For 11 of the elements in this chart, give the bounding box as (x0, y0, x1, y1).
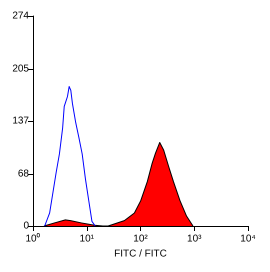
y-tick-label: 0 (23, 220, 30, 232)
x-axis-title: FITC / FITC (114, 248, 167, 260)
y-tick-label: 68 (18, 168, 30, 180)
y-tick-label: 137 (12, 116, 30, 126)
y-tick-label: 274 (12, 10, 30, 22)
x-tick-label: 10³ (187, 234, 202, 244)
x-tick-label: 10¹ (80, 234, 95, 244)
x-tick-label: 10² (133, 234, 148, 244)
y-tick-label: 205 (12, 63, 30, 74)
x-tick-label: 10⁰ (25, 232, 41, 244)
x-tick-label: 10⁴ (240, 234, 256, 244)
